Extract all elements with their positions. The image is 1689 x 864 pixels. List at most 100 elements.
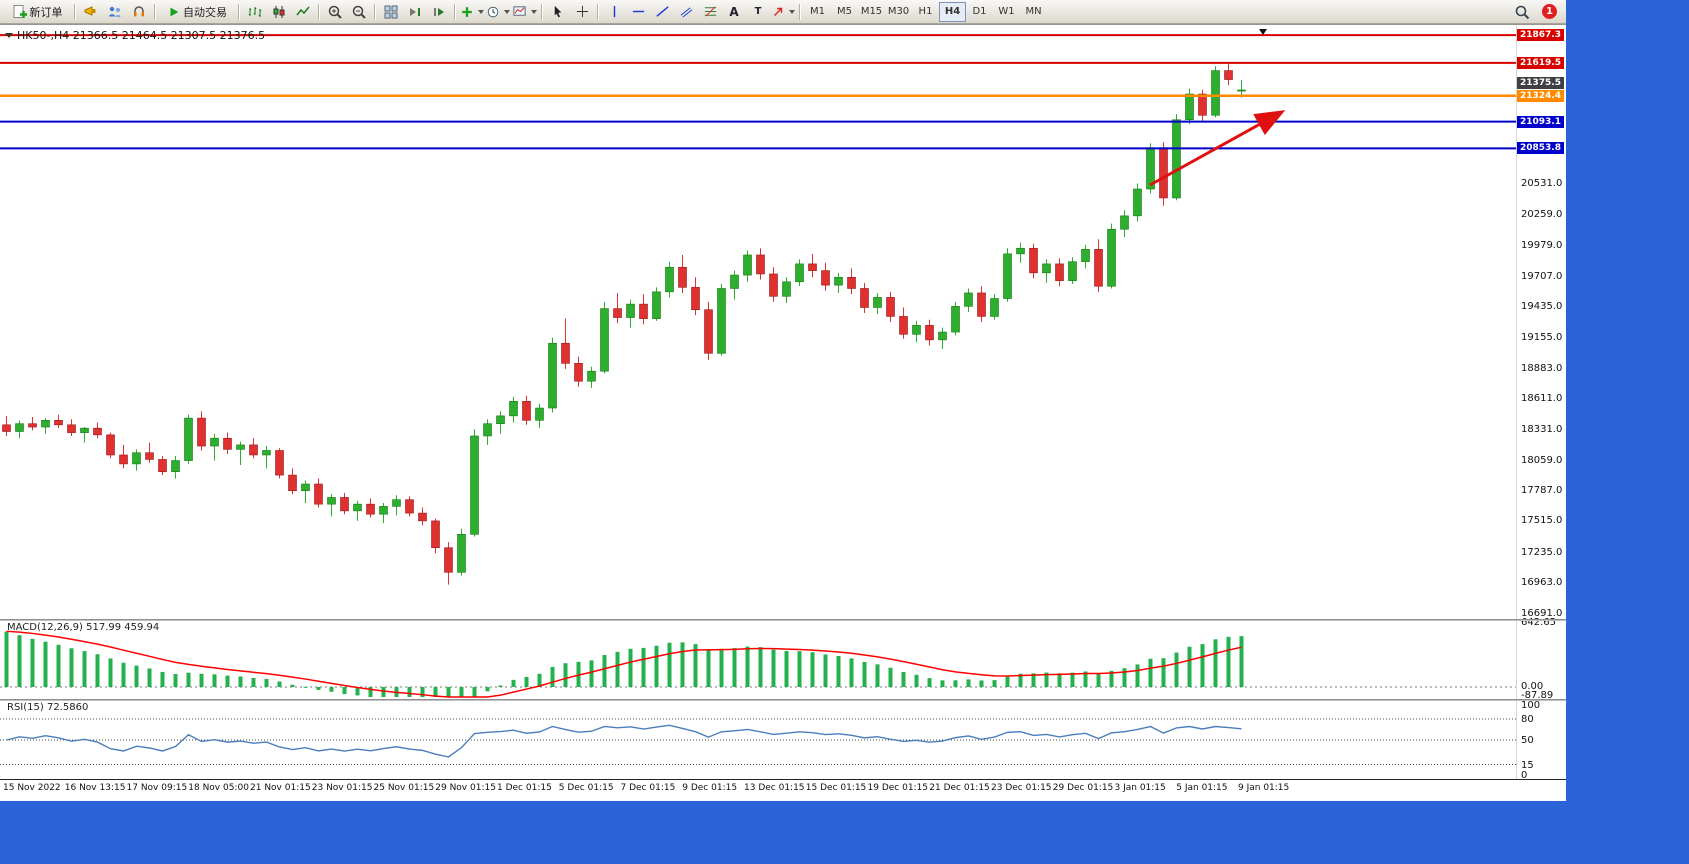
horizontal-line-icon[interactable] xyxy=(626,1,650,23)
time-label: 21 Dec 01:15 xyxy=(929,783,990,793)
candle-body xyxy=(626,303,635,318)
macd-bar xyxy=(43,641,48,687)
macd-bar xyxy=(368,687,373,697)
splitter-rsi[interactable] xyxy=(0,699,1566,701)
notification-badge[interactable]: 1 xyxy=(1542,4,1557,19)
auto-scroll-icon[interactable] xyxy=(403,1,427,23)
chart-collapse-icon[interactable] xyxy=(5,33,13,38)
candle-body xyxy=(808,263,817,271)
macd-bar xyxy=(420,687,425,697)
time-label: 15 Nov 2022 xyxy=(3,783,61,793)
candle-body xyxy=(405,499,414,514)
candle-body xyxy=(496,415,505,424)
tf-w1-button[interactable]: W1 xyxy=(998,6,1015,17)
chart-shift-icon[interactable] xyxy=(427,1,451,23)
fibonacci-icon[interactable] xyxy=(698,1,722,23)
navigator-icon[interactable] xyxy=(103,1,127,23)
tf-d1-button[interactable]: D1 xyxy=(972,6,987,17)
price-tick: 19155.0 xyxy=(1521,332,1563,344)
text-tool-icon[interactable]: A xyxy=(722,1,746,23)
tf-h1-button[interactable]: H1 xyxy=(918,6,933,17)
tf-m5-button[interactable]: M5 xyxy=(837,6,852,17)
price-tick: 17235.0 xyxy=(1521,546,1563,558)
macd-bar xyxy=(381,687,386,697)
tf-m30-button[interactable]: M30 xyxy=(887,6,910,17)
macd-bar xyxy=(901,671,906,687)
macd-bar xyxy=(264,678,269,687)
candle-body xyxy=(548,342,557,409)
tf-m1-button[interactable]: M1 xyxy=(810,6,825,17)
channel-icon[interactable] xyxy=(674,1,698,23)
rsi-panel[interactable] xyxy=(0,701,1566,779)
macd-bar xyxy=(511,679,516,687)
candlestick-chart-icon[interactable] xyxy=(267,1,291,23)
time-label: 25 Nov 01:15 xyxy=(373,783,435,793)
price-chart[interactable] xyxy=(0,25,1566,619)
macd-bar xyxy=(849,658,854,687)
candle-body xyxy=(886,297,895,317)
candle-body xyxy=(431,520,440,549)
candle-body xyxy=(1094,249,1103,287)
candle-body xyxy=(119,454,128,465)
time-label: 7 Dec 01:15 xyxy=(620,783,676,793)
candle-body xyxy=(249,444,258,456)
search-icon[interactable] xyxy=(1510,1,1534,23)
macd-panel[interactable] xyxy=(0,621,1566,699)
macd-bar xyxy=(966,679,971,687)
tf-mn-button[interactable]: MN xyxy=(1025,6,1042,17)
toolbar: 新订单 自动交易 xyxy=(0,0,1566,24)
macd-bar xyxy=(914,674,919,687)
crosshair-icon[interactable] xyxy=(570,1,594,23)
macd-bar xyxy=(524,676,529,687)
cursor-icon[interactable] xyxy=(546,1,570,23)
macd-bar xyxy=(615,651,620,687)
price-tick: 16963.0 xyxy=(1521,577,1563,589)
candle-body xyxy=(1211,70,1220,116)
autotrading-play-icon xyxy=(170,7,179,16)
macd-bar xyxy=(823,654,828,687)
periods-button[interactable] xyxy=(485,1,511,23)
chevron-down-icon xyxy=(789,9,795,14)
candle-body xyxy=(717,288,726,354)
terminal-icon[interactable] xyxy=(127,1,151,23)
autotrading-button[interactable]: 自动交易 xyxy=(159,1,235,23)
macd-bar xyxy=(1239,636,1244,687)
indicators-button[interactable] xyxy=(459,1,485,23)
candle-body xyxy=(223,437,232,450)
time-label: 29 Dec 01:15 xyxy=(1052,783,1114,793)
candle-body xyxy=(184,417,193,461)
label-tool-icon[interactable]: T xyxy=(746,1,770,23)
marker-triangle[interactable] xyxy=(1259,29,1267,35)
separator xyxy=(799,3,801,20)
time-axis-line xyxy=(0,779,1566,780)
macd-bar xyxy=(199,673,204,687)
candle-body xyxy=(912,325,921,335)
tf-m15-button[interactable]: M15 xyxy=(860,6,883,17)
trend-arrow[interactable] xyxy=(1149,110,1286,187)
templates-button[interactable] xyxy=(511,1,538,23)
candle-body xyxy=(1055,263,1064,281)
macd-bar xyxy=(1005,676,1010,687)
candle-body xyxy=(509,401,518,417)
macd-bar xyxy=(1213,639,1218,687)
macd-bar xyxy=(160,671,165,687)
price-tick: 19707.0 xyxy=(1521,270,1563,282)
tf-h4-button[interactable]: H4 xyxy=(939,1,966,22)
macd-bar xyxy=(1187,646,1192,687)
tile-windows-icon[interactable] xyxy=(379,1,403,23)
line-chart-icon[interactable] xyxy=(291,1,315,23)
zoom-in-icon[interactable] xyxy=(323,1,347,23)
market-watch-icon[interactable] xyxy=(79,1,103,23)
price-tick: 16691.0 xyxy=(1521,607,1563,619)
trendline-icon[interactable] xyxy=(650,1,674,23)
zoom-out-icon[interactable] xyxy=(347,1,371,23)
bar-chart-icon[interactable] xyxy=(243,1,267,23)
candle-body xyxy=(860,288,869,308)
new-order-button[interactable]: 新订单 xyxy=(3,1,71,23)
splitter-macd[interactable] xyxy=(0,619,1566,621)
vertical-line-icon[interactable] xyxy=(602,1,626,23)
arrows-button[interactable] xyxy=(770,1,796,23)
macd-bar xyxy=(862,661,867,687)
candle-body xyxy=(574,363,583,382)
candle-body xyxy=(847,277,856,289)
